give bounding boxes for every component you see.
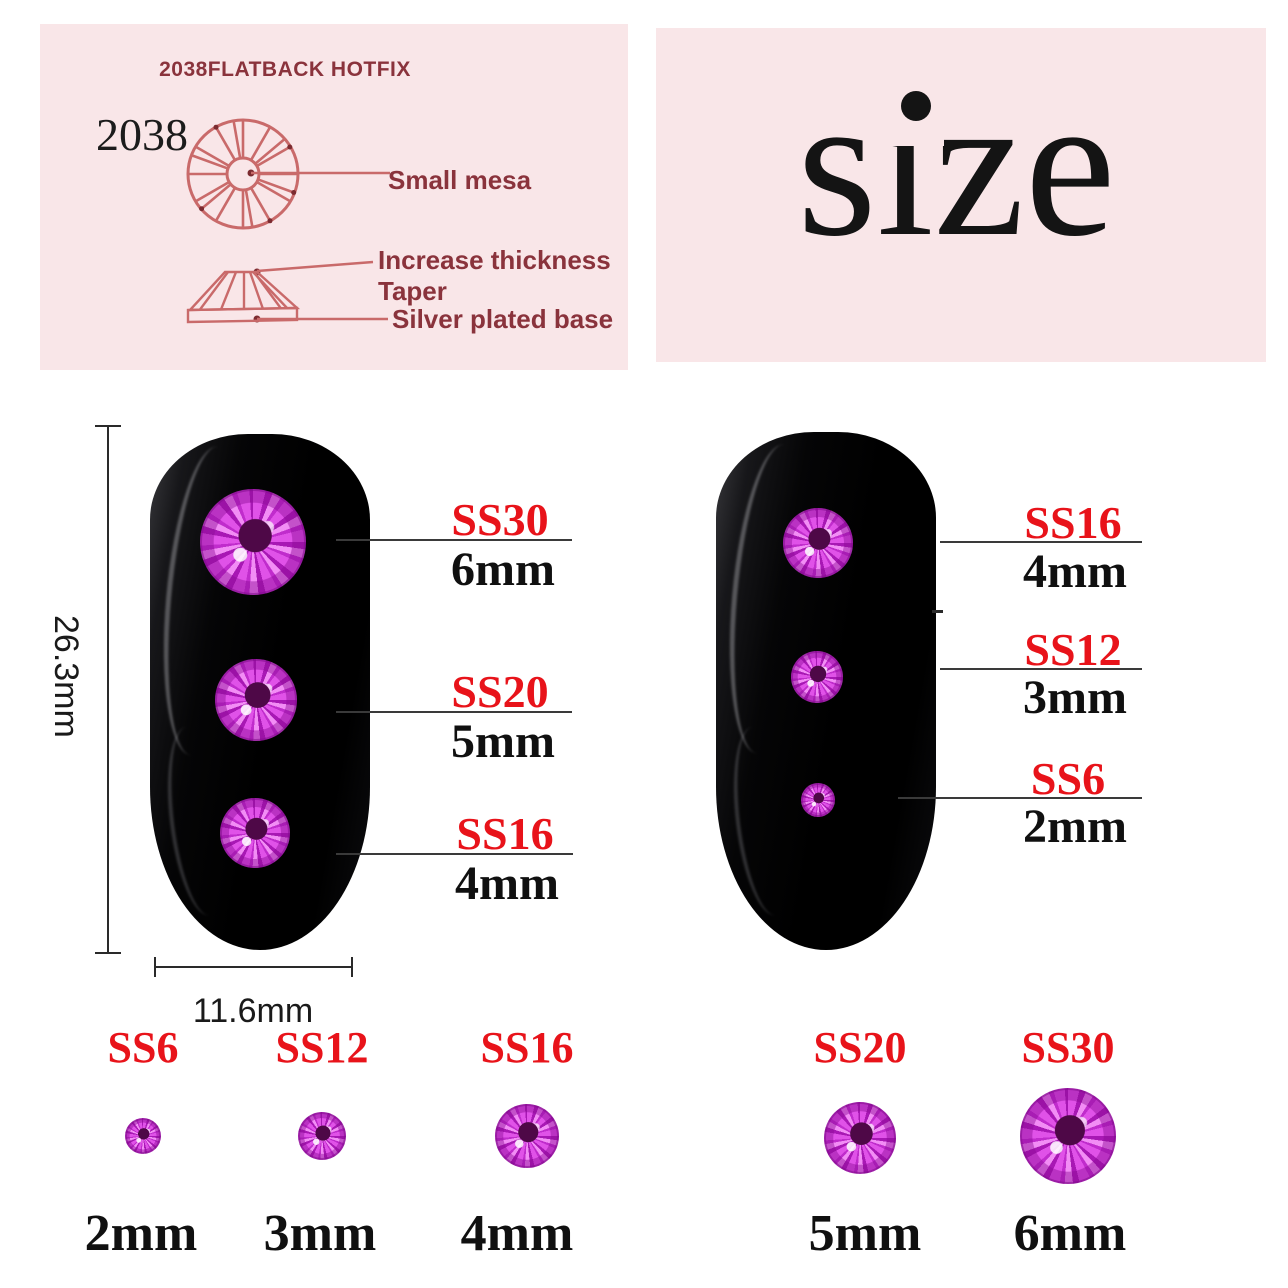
callout-line [336,711,572,713]
callout-size-code: SS16 [1024,497,1122,548]
size-row-diameter: 2mm [84,1205,198,1262]
nail-edge-tick [932,610,943,613]
callout-diameter: 4mm [1023,545,1127,598]
side-annotation-thickness: Increase thickness [378,245,611,275]
size-row-code: SS12 [275,1023,369,1072]
callout-line [940,541,1142,543]
callout-diameter: 6mm [451,543,555,596]
size-row-stone-ss16 [495,1104,559,1168]
size-row-stone-ss6 [125,1118,161,1154]
size-row-code: SS20 [813,1023,907,1072]
size-row-stone-ss20 [824,1102,896,1174]
callout-size-code: SS30 [451,494,549,545]
top-view-annotation: Small mesa [388,165,532,195]
size-row-stone-ss30 [1020,1088,1116,1184]
size-row-diameter: 3mm [263,1205,377,1262]
leader-lines [251,171,390,321]
stone-ss6 [801,783,835,817]
size-row-code: SS30 [1021,1023,1115,1072]
height-dimension-label: 26.3mm [47,615,85,738]
stone-ss16-right [783,508,853,578]
callout-line [940,668,1142,670]
stone-ss12 [791,651,843,703]
product-spec-panel [40,24,628,370]
height-dimension-line [107,426,109,954]
stone-ss16 [220,798,290,868]
size-row-diameter: 6mm [1013,1205,1127,1262]
callout-size-code: SS12 [1024,624,1122,675]
size-panel [656,28,1266,362]
width-dimension-line [155,966,353,968]
side-annotation-base: Silver plated base [392,304,614,334]
callout-line [336,539,572,541]
rhinestone-structure-diagram [186,118,390,324]
height-dimension-tick-bottom [95,952,121,954]
size-row-diameter: 5mm [808,1205,922,1262]
size-title: size [797,52,1116,279]
callout-diameter: 2mm [1023,800,1127,853]
size-row-diameter: 4mm [460,1205,574,1262]
top-view-facet-spokes [189,120,297,228]
size-title-dot-icon [901,91,931,121]
callout-size-code: SS6 [1030,753,1106,804]
callout-size-code: SS16 [456,808,554,859]
callout-line [336,853,573,855]
side-annotation-taper: Taper [378,276,447,306]
width-dimension-label: 11.6mm [192,992,314,1030]
callout-diameter: 4mm [455,857,559,910]
stone-ss30 [200,489,306,595]
size-row-code: SS6 [107,1023,179,1072]
height-dimension-tick-top [95,425,121,427]
model-number: 2038 [96,109,188,160]
width-dimension-tick-right [351,957,353,977]
callout-line [898,797,1142,799]
side-view-diagram [186,270,301,324]
size-row-stone-ss12 [298,1112,346,1160]
product-header: 2038FLATBACK HOTFIX [159,58,411,81]
width-dimension-tick-left [154,957,156,977]
callout-size-code: SS20 [451,666,549,717]
size-row-code: SS16 [480,1023,574,1072]
callout-diameter: 3mm [1023,671,1127,724]
callout-diameter: 5mm [451,715,555,768]
stone-ss20 [215,659,297,741]
